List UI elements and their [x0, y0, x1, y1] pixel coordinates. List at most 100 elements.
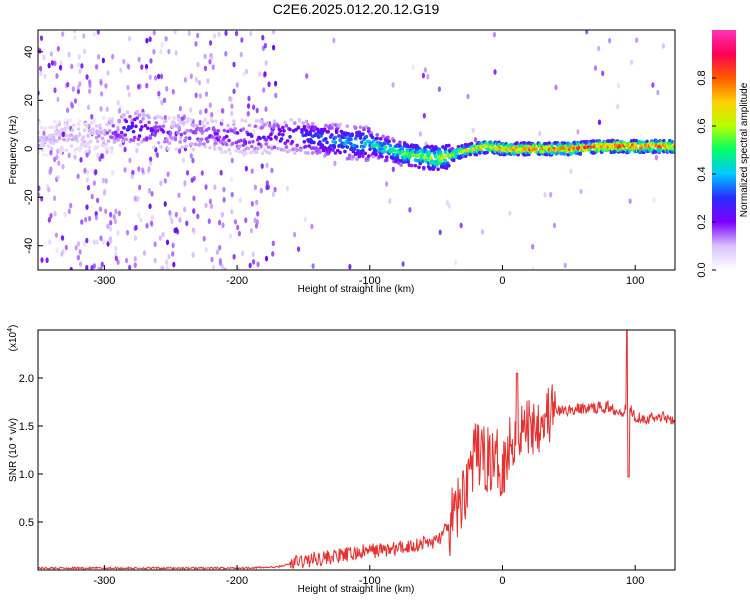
heatmap-cell [107, 129, 112, 133]
heatmap-cell [123, 133, 127, 137]
heatmap-cell [230, 191, 234, 198]
heatmap-cell [111, 123, 116, 128]
heatmap-cell [292, 121, 297, 125]
heatmap-cell [90, 113, 94, 120]
x-tick-label: 100 [626, 575, 644, 587]
heatmap-cell [444, 166, 449, 170]
heatmap-cell [94, 214, 99, 221]
heatmap-cell [230, 141, 235, 146]
y-tick-label: 0 [23, 146, 35, 152]
heatmap-cell [76, 127, 81, 131]
heatmap-cell [202, 124, 206, 128]
heatmap-cell [274, 92, 278, 99]
heatmap-cell [50, 125, 55, 130]
heatmap-cell [424, 158, 428, 162]
heatmap-cell [101, 57, 105, 64]
heatmap-cell [149, 58, 153, 64]
heatmap-cell [392, 139, 396, 143]
heatmap-cell [51, 141, 56, 146]
heatmap-cell [167, 116, 172, 120]
heatmap-cell [352, 147, 357, 152]
heatmap-cell [88, 88, 92, 94]
heatmap-cell [47, 62, 51, 69]
colorbar-tick-label: 0.0 [696, 262, 708, 277]
heatmap-cell [388, 198, 392, 204]
heatmap-cell [361, 154, 365, 159]
heatmap-cell [135, 116, 139, 120]
heatmap-cell [418, 161, 423, 166]
heatmap-cell [232, 119, 236, 123]
heatmap-cell [277, 132, 282, 136]
heatmap-cell [155, 129, 160, 133]
heatmap-cell [43, 126, 47, 131]
heatmap-cell [264, 60, 268, 66]
heatmap-cell [85, 204, 89, 210]
heatmap-cell [52, 156, 57, 163]
heatmap-cell [185, 128, 190, 133]
heatmap-cell [58, 64, 63, 71]
heatmap-cell [203, 65, 208, 72]
heatmap-cell [387, 139, 391, 143]
heatmap-cell [453, 259, 458, 266]
heatmap-cell [163, 114, 167, 121]
heatmap-cell [363, 151, 368, 156]
heatmap-cell [92, 119, 96, 124]
heatmap-cell [191, 157, 195, 164]
heatmap-cell [381, 134, 385, 139]
heatmap-cell [183, 138, 187, 143]
heatmap-cell [217, 31, 221, 38]
heatmap-cell [386, 135, 390, 140]
heatmap-cell [374, 152, 378, 156]
heatmap-cell [656, 89, 660, 96]
heatmap-cell [124, 119, 129, 124]
heatmap-cell [348, 263, 352, 270]
heatmap-cell [258, 136, 262, 141]
heatmap-cell [406, 160, 411, 164]
heatmap-cell [160, 42, 164, 48]
heatmap-cell [332, 37, 336, 44]
heatmap-cell [72, 123, 76, 128]
heatmap-cell [267, 124, 272, 128]
heatmap-cell [99, 106, 103, 112]
heatmap-cell [203, 117, 208, 122]
heatmap-cell [80, 219, 84, 225]
heatmap-cell [224, 142, 229, 147]
heatmap-cell [140, 125, 144, 129]
heatmap-cell [140, 64, 144, 70]
heatmap-cell [219, 169, 223, 176]
heatmap-cell [45, 153, 50, 157]
heatmap-cell [254, 150, 259, 155]
heatmap-cell [233, 126, 237, 131]
chart-title: C2E6.2025.012.20.12.G19 [273, 1, 440, 17]
heatmap-cell [99, 131, 104, 135]
heatmap-cell [253, 184, 258, 191]
heatmap-cell [157, 90, 161, 97]
heatmap-cell [169, 214, 173, 220]
heatmap-cell [175, 123, 180, 128]
heatmap-cell [246, 110, 250, 117]
heatmap-cell [272, 145, 277, 150]
x-tick-label: -200 [226, 275, 248, 287]
heatmap-cell [554, 84, 558, 91]
heatmap-cell [133, 235, 138, 241]
heatmap-cell [69, 144, 74, 148]
heatmap-cell [63, 122, 68, 127]
heatmap-cell [124, 257, 129, 264]
heatmap-cell [111, 53, 115, 60]
heatmap-cell [205, 139, 210, 144]
heatmap-cell [250, 168, 254, 174]
heatmap-cell [211, 264, 216, 270]
heatmap-cell [338, 122, 342, 127]
heatmap-cell [38, 185, 41, 192]
heatmap-cell [212, 33, 217, 39]
heatmap-cell [137, 166, 141, 172]
heatmap-cell [218, 140, 223, 144]
heatmap-cell [438, 159, 443, 163]
heatmap-cell [125, 110, 130, 114]
heatmap-cell [163, 119, 168, 124]
heatmap-cell [76, 173, 80, 180]
heatmap-cell [39, 70, 43, 77]
heatmap-cell [318, 140, 322, 144]
heatmap-cell [150, 214, 154, 221]
heatmap-cell [105, 122, 110, 127]
